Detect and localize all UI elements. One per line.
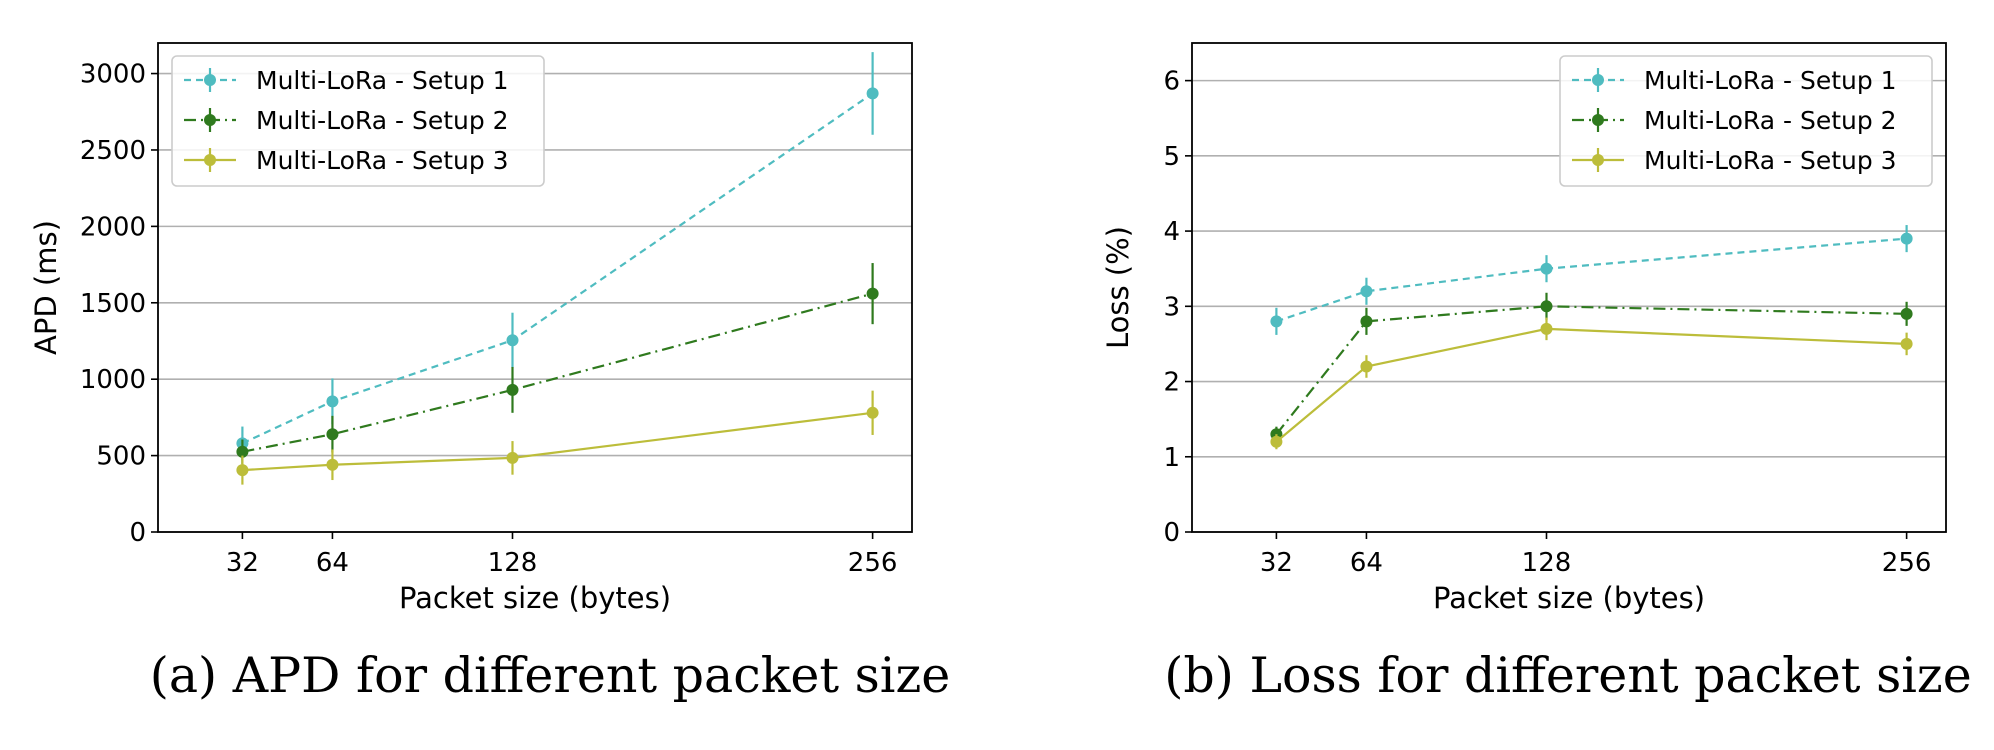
chart-apd: 0 500 1000 1500 2000 2500 3000 32 64 128 256 Packet… bbox=[29, 42, 913, 615]
y-axis-label: Loss (%) bbox=[1101, 226, 1135, 349]
y-tick-label: 0 bbox=[1163, 518, 1180, 548]
data-point-setup-1 bbox=[1270, 315, 1283, 328]
x-tick-label: 32 bbox=[1260, 548, 1293, 578]
legend-label-setup-1: Multi-LoRa - Setup 1 bbox=[1644, 66, 1897, 95]
data-point-setup-2 bbox=[236, 445, 249, 458]
data-point-setup-3 bbox=[1540, 322, 1553, 335]
x-tick-label: 32 bbox=[226, 548, 259, 578]
y-tick-label: 3000 bbox=[80, 60, 146, 90]
legend-marker bbox=[1592, 74, 1604, 86]
axes-frame bbox=[157, 42, 913, 533]
y-tick-label: 1 bbox=[1163, 443, 1180, 473]
data-point-setup-1 bbox=[1540, 262, 1553, 275]
caption-a: (a) APD for different packet size bbox=[150, 647, 951, 704]
legend-label-setup-2: Multi-LoRa - Setup 2 bbox=[1644, 106, 1897, 135]
x-tick-label: 64 bbox=[1350, 548, 1383, 578]
x-axis-label: Packet size (bytes) bbox=[1433, 581, 1705, 615]
legend-marker bbox=[204, 74, 216, 86]
series-line-setup-1 bbox=[241, 92, 874, 445]
data-point-setup-3 bbox=[1270, 435, 1283, 448]
data-point-setup-3 bbox=[326, 458, 339, 471]
series-line-setup-3 bbox=[1275, 327, 1907, 443]
legend-marker bbox=[204, 154, 216, 166]
x-tick-label: 64 bbox=[316, 548, 349, 578]
y-tick-label: 2500 bbox=[80, 136, 146, 166]
caption-b: (b) Loss for different packet size bbox=[1164, 647, 1971, 704]
x-tick-label: 256 bbox=[848, 548, 898, 578]
legend-box bbox=[171, 55, 545, 187]
data-point-setup-3 bbox=[1360, 360, 1373, 373]
series-line-setup-2 bbox=[242, 292, 873, 453]
x-axis-label: Packet size (bytes) bbox=[399, 581, 671, 615]
data-point-setup-1 bbox=[506, 334, 519, 347]
legend-label-setup-2: Multi-LoRa - Setup 2 bbox=[256, 106, 509, 135]
data-point-setup-2 bbox=[1540, 300, 1553, 313]
data-point-setup-1 bbox=[1900, 232, 1913, 245]
y-tick-label: 4 bbox=[1163, 217, 1180, 247]
axes-frame bbox=[1191, 42, 1947, 533]
data-point-setup-3 bbox=[506, 451, 519, 464]
data-point-setup-1 bbox=[326, 395, 339, 408]
data-point-setup-3 bbox=[1900, 337, 1913, 350]
data-point-setup-2 bbox=[326, 428, 339, 441]
y-tick-label: 1500 bbox=[80, 289, 146, 319]
y-axis-label: APD (ms) bbox=[29, 220, 63, 355]
x-tick-label: 256 bbox=[1882, 548, 1932, 578]
y-tick-label: 0 bbox=[129, 518, 146, 548]
series-line-setup-3 bbox=[242, 411, 873, 472]
legend-marker bbox=[204, 114, 216, 126]
x-tick-label: 128 bbox=[488, 548, 538, 578]
legend-label-setup-3: Multi-LoRa - Setup 3 bbox=[1644, 146, 1897, 175]
y-tick-label: 1000 bbox=[80, 365, 146, 395]
data-point-setup-3 bbox=[236, 464, 249, 477]
y-tick-label: 500 bbox=[96, 442, 146, 472]
legend-box bbox=[1559, 55, 1933, 187]
series-line-setup-2 bbox=[1275, 305, 1907, 435]
data-point-setup-2 bbox=[506, 383, 519, 396]
legend-label-setup-1: Multi-LoRa - Setup 1 bbox=[256, 66, 509, 95]
data-point-setup-2 bbox=[1360, 315, 1373, 328]
data-point-setup-2 bbox=[866, 287, 879, 300]
y-tick-label: 2 bbox=[1163, 368, 1180, 398]
data-point-setup-3 bbox=[866, 406, 879, 419]
series-line-setup-1 bbox=[1276, 237, 1907, 323]
legend-marker bbox=[1592, 114, 1604, 126]
y-tick-label: 5 bbox=[1163, 142, 1180, 172]
y-tick-label: 2000 bbox=[80, 212, 146, 242]
y-tick-label: 3 bbox=[1163, 292, 1180, 322]
legend-label-setup-3: Multi-LoRa - Setup 3 bbox=[256, 146, 509, 175]
data-point-setup-2 bbox=[1900, 307, 1913, 320]
data-point-setup-1 bbox=[1360, 285, 1373, 298]
chart-loss: 0 1 2 3 4 5 6 32 64 128 256 Packet size (bytes) Loss… bbox=[1101, 42, 1947, 615]
data-point-setup-1 bbox=[866, 87, 879, 100]
legend-marker bbox=[1592, 154, 1604, 166]
x-tick-label: 128 bbox=[1522, 548, 1572, 578]
y-tick-label: 6 bbox=[1163, 67, 1180, 97]
